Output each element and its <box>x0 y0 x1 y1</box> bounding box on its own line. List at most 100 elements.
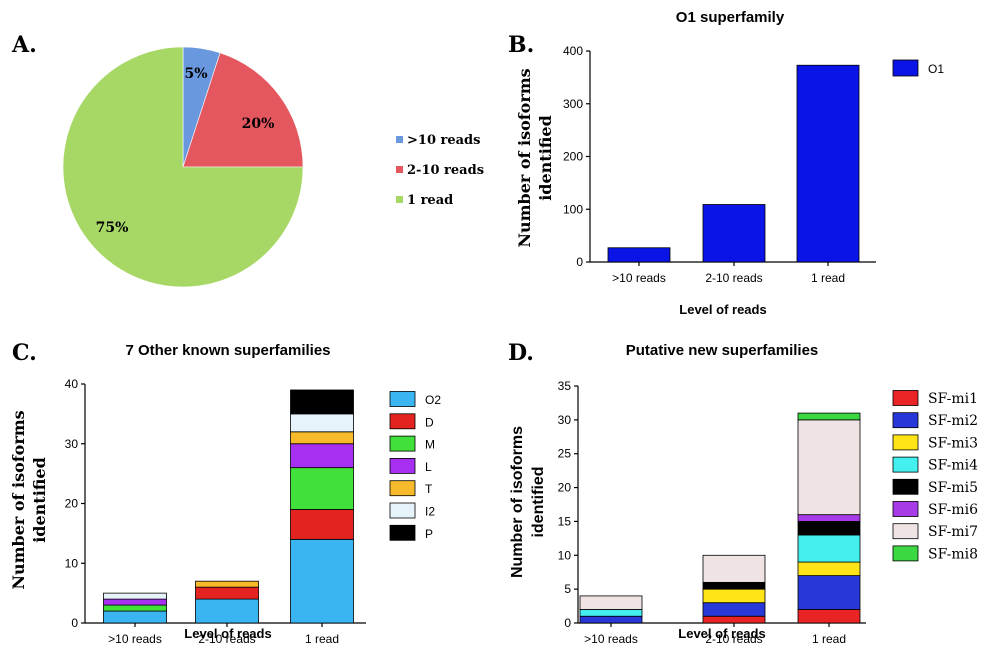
chart-d-bar-sf-mi2-1-read <box>797 575 861 610</box>
chart-c-x-tick-label-1-read: 1 read <box>305 632 339 646</box>
chart-d-legend-swatch-sf-mi3 <box>892 434 919 451</box>
chart-c-y-tick-label: 20 <box>65 497 79 511</box>
chart-c-legend-swatch-l <box>389 457 416 474</box>
panel-c-letter: C. <box>12 340 37 366</box>
chart-c-legend-label-t: T <box>425 482 433 496</box>
pie-slice-2-10-reads <box>182 52 304 168</box>
chart-d-bar-sf-mi5-2-10-reads <box>702 581 766 590</box>
chart-d-y-tick-label: 10 <box>558 548 572 562</box>
chart-c-y-tick-label: 10 <box>65 556 79 570</box>
chart-b-y-tick-label: 400 <box>563 44 583 58</box>
chart-c-bar-l-1-read <box>290 443 354 469</box>
pie-legend-swatch-2-10-reads <box>396 166 403 173</box>
chart-b-bar-o1-1-read <box>796 64 860 263</box>
chart-d-legend-label-sf-mi3: SF-mi3 <box>928 435 978 451</box>
chart-d-bar-sf-mi6-1-read <box>797 514 861 522</box>
pie-legend-swatch-1-read <box>396 196 403 203</box>
pie-legend-swatch-10-reads <box>396 136 403 143</box>
chart-d-legend-label-sf-mi2: SF-mi2 <box>928 413 978 429</box>
chart-d-bar-sf-mi7-10-reads <box>579 595 643 610</box>
chart-d-bar-sf-mi3-1-read <box>797 561 861 576</box>
panel-d-letter: D. <box>508 340 534 366</box>
chart-d-legend-label-sf-mi4: SF-mi4 <box>928 458 978 474</box>
chart-c-legend-swatch-d <box>389 413 416 430</box>
chart-d-legend-swatch-sf-mi7 <box>892 523 919 540</box>
panel-a-letter: A. <box>11 32 37 58</box>
chart-b-bar-o1-10-reads <box>607 247 671 263</box>
chart-b-y-tick-label: 0 <box>576 255 583 269</box>
chart-d-legend-swatch-sf-mi2 <box>892 412 919 429</box>
chart-c-bar-m-1-read <box>290 467 354 510</box>
panel-d: D. Putative new superfamilies Level of r… <box>508 340 978 646</box>
chart-d-legend-label-sf-mi5: SF-mi5 <box>928 480 978 496</box>
chart-d-legend-label-sf-mi1: SF-mi1 <box>928 391 978 407</box>
chart-b-y-axis-label-line1: Number of isoforms <box>515 68 534 247</box>
chart-c-legend-swatch-p <box>389 524 416 541</box>
chart-d-bar-sf-mi1-1-read <box>797 609 861 624</box>
chart-c-bar-i2-1-read <box>290 413 354 433</box>
chart-d-legend-swatch-sf-mi6 <box>892 501 919 517</box>
chart-d-legend-swatch-sf-mi1 <box>892 390 919 406</box>
chart-b-y-tick-label: 100 <box>563 202 583 216</box>
chart-c-plot: 0 10 20 30 40 >10 reads 2-10 reads 1 read O2 DMLT… <box>65 377 442 646</box>
chart-d-y-tick-label: 20 <box>558 481 572 495</box>
chart-c-legend-swatch-i2 <box>389 502 416 519</box>
chart-c-bar-t-2-10-reads <box>195 580 259 588</box>
chart-b-x-tick-label-2-10-reads: 2-10 reads <box>705 271 762 285</box>
panel-b: B. O1 superfamily Level of reads Number … <box>508 9 944 317</box>
chart-c-y-axis-label-line1: Number of isoforms <box>9 410 28 589</box>
chart-d-legend-label-sf-mi6: SF-mi6 <box>928 502 978 518</box>
chart-c-y-tick-label: 40 <box>65 377 79 391</box>
chart-c-bar-p-1-read <box>290 389 354 415</box>
chart-c-legend-swatch-m <box>389 435 416 452</box>
chart-b-x-tick-label-1-read: 1 read <box>811 271 845 285</box>
chart-c-bar-o2-10-reads <box>103 610 167 624</box>
chart-d-y-axis-label-line2: identified <box>530 466 547 537</box>
chart-c-bar-d-1-read <box>290 509 354 540</box>
chart-d-bar-sf-mi8-1-read <box>797 412 861 421</box>
chart-d-plot: 0 5 10 15 20 25 30 35 >10 reads 2-10 reads 1 read S… <box>558 379 979 646</box>
chart-b-y-tick-label: 300 <box>563 97 583 111</box>
pie-legend-label-1-read: 1 read <box>407 193 453 208</box>
chart-c-legend-swatch-t <box>389 480 416 497</box>
chart-d-y-tick-label: 35 <box>558 379 572 393</box>
chart-d-bar-sf-mi7-2-10-reads <box>702 554 766 583</box>
chart-d-y-tick-label: 30 <box>558 413 572 427</box>
chart-c-x-tick-label-2-10-reads: 2-10 reads <box>198 632 255 646</box>
chart-d-y-tick-label: 25 <box>558 447 572 461</box>
chart-c-legend-label-o2: O2 <box>425 393 441 407</box>
chart-c-legend-label-i2: I2 <box>425 505 435 519</box>
chart-c-legend-label-d: D <box>425 415 434 429</box>
chart-c-x-axis-label: Level of reads <box>184 626 271 641</box>
chart-c-bar-o2-2-10-reads <box>195 598 259 624</box>
chart-c-bar-o2-1-read <box>290 538 354 624</box>
chart-c-y-axis-label-line2: identified <box>30 457 49 543</box>
pie-legend: >10 reads 2-10 reads 1 read <box>396 133 484 208</box>
chart-d-x-tick-label-2-10-reads: 2-10 reads <box>705 632 762 646</box>
chart-d-legend-swatch-sf-mi4 <box>892 456 919 473</box>
chart-d-legend-label-sf-mi7: SF-mi7 <box>928 524 978 540</box>
panel-a: A. 5% 20% 75% >10 reads 2-10 reads 1 read <box>11 32 484 288</box>
pie-value-label-10-reads: 5% <box>184 66 207 82</box>
pie-value-label-2-10-reads: 20% <box>242 116 275 132</box>
chart-d-x-tick-label-1-read: 1 read <box>812 632 846 646</box>
chart-d-bar-sf-mi3-2-10-reads <box>702 588 766 604</box>
chart-c-legend-label-p: P <box>425 527 433 541</box>
chart-d-legend-label-sf-mi8: SF-mi8 <box>928 546 978 562</box>
chart-c-bar-l-10-reads <box>103 598 167 606</box>
pie-legend-label-10-reads: >10 reads <box>407 133 480 148</box>
chart-d-bar-sf-mi2-10-reads <box>579 615 643 624</box>
chart-d-x-tick-label-10-reads: >10 reads <box>584 632 638 646</box>
chart-b-title: O1 superfamily <box>676 9 785 26</box>
chart-b-legend-label-o1: O1 <box>928 62 944 76</box>
chart-d-bar-sf-mi2-2-10-reads <box>702 602 766 617</box>
chart-c-legend-label-m: M <box>425 438 435 452</box>
chart-c-legend-swatch-o2 <box>389 391 416 407</box>
chart-c-y-tick-label: 30 <box>65 437 79 451</box>
chart-b-plot: 0 100 200 300 400 >10 reads 2-10 reads 1 read O1 <box>563 44 944 285</box>
chart-d-legend-swatch-sf-mi8 <box>892 545 919 562</box>
pie-value-labels: 5% 20% 75% <box>96 66 275 236</box>
chart-d-y-tick-label: 5 <box>564 582 571 596</box>
chart-b-bar-o1-2-10-reads <box>702 204 766 263</box>
